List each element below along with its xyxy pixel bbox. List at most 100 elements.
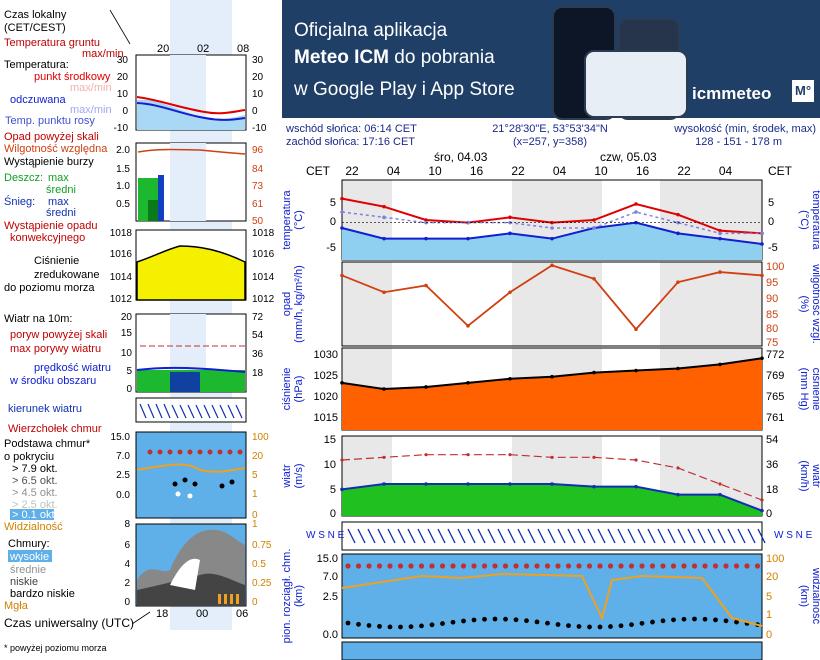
wind-left-label: wiatr: [282, 464, 293, 489]
cloud-base-dot-9: [429, 622, 435, 628]
cloud-base-dot-6: [398, 624, 403, 630]
legend-hum-scale-5: 50: [252, 216, 264, 227]
legend-press-scale-l-3: 1014: [110, 272, 133, 283]
cloud-top-dot-20: [544, 563, 551, 569]
legend-cl-scale-r-2: 0.75: [252, 540, 272, 551]
legend-cl-scale-r-1: 1: [252, 519, 258, 530]
banner-line-2: Meteo ICM do pobrania: [294, 47, 495, 68]
legend-temp-scale-r-3: 10: [252, 89, 264, 100]
wind-arrow-16: [497, 528, 506, 544]
legend-cloud-top: Wierzchołek chmur: [8, 423, 102, 435]
legend-pressure-3: do poziomu morza: [4, 282, 95, 294]
legend-visibility: Widzialność: [4, 521, 63, 533]
sunset-text: zachód słońca: 17:16 CET: [286, 136, 415, 148]
elev-values: 128 - 151 - 178 m: [695, 136, 782, 148]
cloud-top-dot-17: [513, 563, 519, 569]
cloud-top-dot-1: [345, 563, 351, 569]
temp-point-2-4: [466, 236, 470, 241]
wind-arrow-5: [387, 528, 396, 544]
wind-arrow-14: [477, 528, 486, 544]
grid-text: (x=257, y=358): [513, 136, 587, 148]
cb-right-tick-4: 1: [766, 609, 772, 621]
legend-cloud-base-1: Podstawa chmur*: [4, 438, 91, 450]
temp-point-2-8: [634, 220, 638, 225]
temp-point-2-9: [676, 231, 680, 236]
cloud-base-dot-7: [408, 624, 414, 630]
meteogram-chart: wschód słońca: 06:14 CET zachód słońca: …: [282, 123, 820, 660]
temp-point-2-3: [424, 236, 428, 241]
pressure-point-5: [508, 376, 512, 381]
wind-arrow-13: [467, 528, 476, 544]
legend-wind-scale-l-5: 0: [126, 384, 132, 395]
temp-point-2-6: [550, 236, 554, 241]
cb-left-tick-1: 15.0: [317, 553, 338, 565]
cloud-base-dot-28: [629, 622, 634, 628]
legend-clouds: Chmury:: [8, 538, 50, 550]
legend-cloudbase-dots: [147, 449, 243, 499]
legend-dew-point: Temp. punktu rosy: [5, 115, 95, 127]
pressure-right-label: ciśnienie: [810, 368, 820, 411]
legend-utc: Czas uniwersalny (UTC): [4, 616, 134, 630]
legend-wind-scale-r-1: 72: [252, 312, 264, 323]
cloud-top-dot-29: [639, 563, 645, 569]
cloud-base-dot-5: [387, 624, 393, 630]
wind-speed-point-9: [676, 492, 680, 497]
legend-wind-scale-l-4: 5: [126, 366, 132, 377]
wind-arrow-1: [347, 528, 356, 544]
wind-arrow-41: [747, 528, 756, 544]
wind-right-tick-4: 0: [766, 508, 772, 520]
humidity-point-2: [382, 290, 386, 295]
temp-right-label: temperatura: [810, 190, 820, 250]
cloud-top-dot-21: [555, 563, 561, 569]
hum-tick-5: 80: [766, 323, 778, 335]
cloud-top-dot-39: [744, 563, 750, 569]
legend-humidity: Wilgotność względna: [4, 143, 108, 155]
wind-arrow-27: [607, 528, 616, 544]
day-2-label: czw, 05.03: [600, 150, 657, 164]
temp-point-3-7: [592, 226, 596, 230]
wind-arrow-9: [427, 528, 436, 544]
wind-right-tick-2: 36: [766, 459, 778, 471]
wind-gust-point-6: [550, 455, 554, 459]
hum-tick-3: 90: [766, 293, 778, 305]
legend-press-scale-l-2: 1016: [110, 249, 133, 260]
cloud-base-dot-2: [356, 621, 361, 627]
legend-cloud-mid: średnie: [10, 564, 46, 576]
legend-cl-scale-r-4: 0.25: [252, 578, 272, 589]
humidity-point-4: [466, 324, 470, 328]
temp-point-3-6: [550, 226, 554, 230]
pressure-point-11: [760, 356, 764, 361]
humidity-point-9: [676, 280, 680, 284]
cloud-top-dot-5: [387, 563, 393, 569]
press-left-tick-4: 1015: [314, 412, 338, 424]
wind-left-tick-3: 5: [330, 484, 336, 496]
coords-text: 21°28'30"E, 53°53'34"N: [492, 123, 608, 135]
cloud-top-dot-35: [702, 563, 708, 569]
app-promo-banner[interactable]: Oficjalna aplikacja Meteo ICM do pobrani…: [282, 0, 820, 120]
temp-right-tick-3: -5: [768, 242, 778, 254]
wind-arrow-18: [517, 528, 526, 544]
icmmeteo-badge: M°: [792, 80, 814, 102]
legend-rain-max: max: [48, 172, 69, 184]
cloud-base-dot-23: [576, 624, 582, 629]
wind-speed-area: [342, 484, 762, 516]
wind-gust-point-7: [592, 455, 596, 459]
cloud-top-dot-26: [607, 563, 614, 569]
cloud-top-dot-38: [733, 563, 740, 569]
cloud-top-dot-11: [450, 563, 456, 569]
hum-tick-1: 100: [766, 261, 784, 273]
legend-cb-scale-r-4: 1: [252, 489, 258, 500]
legend-local-tick-3: 08: [237, 43, 249, 55]
legend-panel: Czas lokalny (CET/CEST) 20 02 08 Tempera…: [4, 0, 275, 653]
legend-wind-area: w środku obszaru: [9, 375, 96, 387]
wind-arrow-7: [407, 528, 416, 544]
wind-left-tick-4: 0: [330, 508, 336, 520]
wind-speed-point-5: [508, 482, 512, 486]
cb-right-tick-1: 100: [766, 553, 784, 565]
wind-arrow-4: [377, 528, 386, 544]
temp-point-1-9: [676, 212, 680, 217]
wind-left-unit: (m/s): [293, 463, 305, 488]
wind-arrow-37: [707, 528, 716, 544]
cloud-base-dot-1: [345, 620, 351, 626]
legend-snow: Śnieg:: [4, 195, 35, 208]
